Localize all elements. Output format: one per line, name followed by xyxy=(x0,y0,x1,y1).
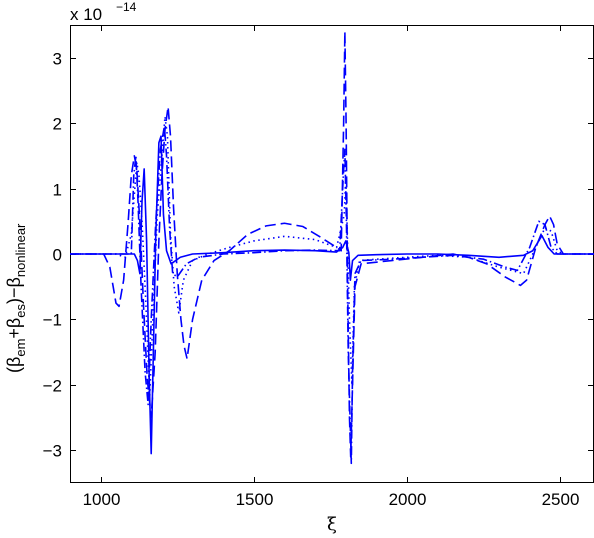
y-tick-label: −2 xyxy=(43,377,62,396)
y-axis-label-close-minus: )− xyxy=(4,287,24,304)
x-tick-label: 1000 xyxy=(83,490,121,509)
x-tick-label: 1500 xyxy=(236,490,274,509)
series-line-dashed xyxy=(70,30,594,458)
series-line-solid xyxy=(70,135,594,455)
x-tick-label: 2500 xyxy=(542,490,580,509)
y-tick-label: −1 xyxy=(43,311,62,330)
y-axis-label: (βem+βes)−βnonlinear xyxy=(4,223,28,373)
y-tick-label: −3 xyxy=(43,442,62,461)
y-tick-label: 3 xyxy=(53,50,62,69)
series-line-dotted xyxy=(70,115,594,399)
y-axis-label-beta-nonlinear: β xyxy=(4,277,24,287)
y-axis-label-sub-nonlinear: nonlinear xyxy=(13,223,28,277)
y-axis-label-sub-em: em xyxy=(13,339,28,357)
y-axis-ticks: −3 −2 −1 0 1 2 3 xyxy=(43,50,594,461)
y-axis-label-beta-es: β xyxy=(4,318,24,328)
x-tick-label: 2000 xyxy=(389,490,427,509)
y-tick-label: 1 xyxy=(53,181,62,200)
y-axis-label-beta-em: β xyxy=(4,357,24,367)
y-axis-label-open: ( xyxy=(4,367,24,373)
y-axis-label-plus: + xyxy=(4,328,24,339)
y-axis-label-sub-es: es xyxy=(13,303,28,317)
y-tick-label: 2 xyxy=(53,115,62,134)
series-line-dashdot xyxy=(70,125,594,465)
y-multiplier: x 10 −14 xyxy=(70,0,137,24)
plot-frame xyxy=(70,25,594,483)
y-tick-label: 0 xyxy=(53,246,62,265)
series-group xyxy=(70,30,594,465)
y-multiplier-prefix: x 10 xyxy=(70,5,102,24)
x-axis-label: ξ xyxy=(327,514,337,535)
y-multiplier-exponent: −14 xyxy=(116,0,137,14)
x-axis-ticks: 1000 1500 2000 2500 xyxy=(83,25,580,509)
